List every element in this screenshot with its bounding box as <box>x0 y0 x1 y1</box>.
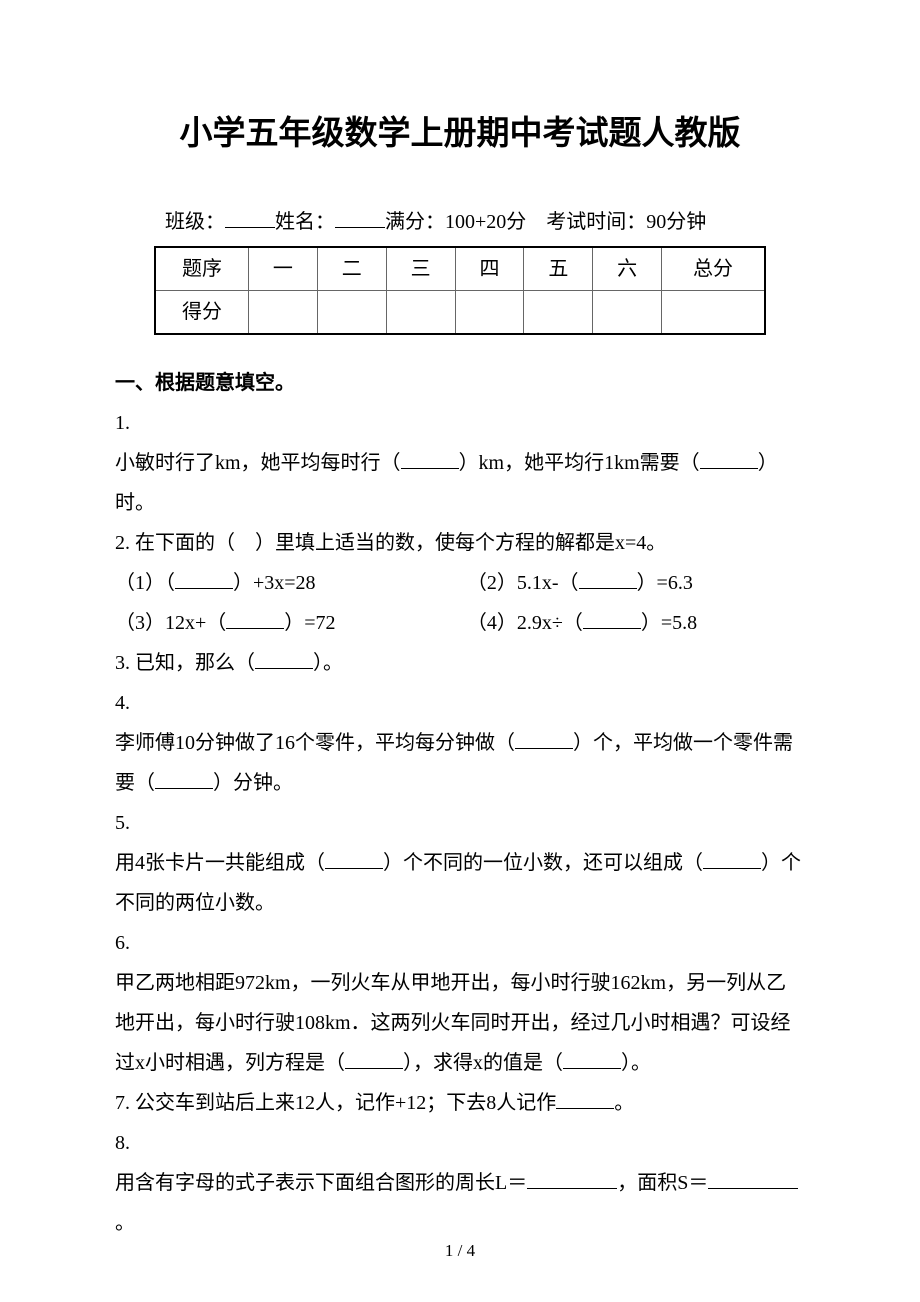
document-title: 小学五年级数学上册期中考试题人教版 <box>115 100 805 166</box>
q1-blank-2[interactable] <box>700 468 758 469</box>
table-row-score: 得分 <box>155 291 765 335</box>
score-cell-6[interactable] <box>593 291 662 335</box>
question-5-number: 5. <box>115 803 805 843</box>
header-cell-label: 题序 <box>155 247 248 291</box>
question-8: 用含有字母的式子表示下面组合图形的周长L＝ ，面积S＝ 。 <box>115 1163 805 1243</box>
q7b: 。 <box>614 1092 634 1114</box>
q8c: 。 <box>115 1212 135 1234</box>
header-cell-3: 三 <box>386 247 455 291</box>
section-1-heading: 一、根据题意填空。 <box>115 363 805 403</box>
q4-blank-2[interactable] <box>155 788 213 789</box>
q2-4a: （4）2.9x÷（ <box>467 612 583 634</box>
q2-sub1: （1）（ ）+3x=28 <box>115 563 467 603</box>
header-cell-6: 六 <box>593 247 662 291</box>
fullmarks-value: 100+20分 <box>445 211 526 233</box>
duration-value: 90分钟 <box>646 211 706 233</box>
q8a: 用含有字母的式子表示下面组合图形的周长L＝ <box>115 1172 527 1194</box>
score-cell-2[interactable] <box>317 291 386 335</box>
class-label: 班级： <box>165 211 225 233</box>
q2-sub4: （4）2.9x÷（ ）=5.8 <box>467 603 805 643</box>
q2-3b: ）=72 <box>284 612 335 634</box>
q2-2-blank[interactable] <box>579 588 637 589</box>
q4a: 李师傅10分钟做了16个零件，平均每分钟做（ <box>115 732 515 754</box>
score-cell-3[interactable] <box>386 291 455 335</box>
q5b: ）个不同的一位小数，还可以组成（ <box>383 852 703 874</box>
score-cell-5[interactable] <box>524 291 593 335</box>
q2-2a: （2）5.1x-（ <box>467 572 579 594</box>
question-6: 甲乙两地相距972km，一列火车从甲地开出，每小时行驶162km，另一列从乙地开… <box>115 963 805 1083</box>
question-2-row-2: （3）12x+（ ）=72 （4）2.9x÷（ ）=5.8 <box>115 603 805 643</box>
q2-1a: （1）（ <box>115 572 175 594</box>
q1-text-b: ）km，她平均行1km需要（ <box>459 452 700 474</box>
question-1-number: 1. <box>115 403 805 443</box>
question-4-number: 4. <box>115 683 805 723</box>
header-cell-2: 二 <box>317 247 386 291</box>
score-cell-4[interactable] <box>455 291 524 335</box>
question-7: 7. 公交车到站后上来12人，记作+12；下去8人记作 。 <box>115 1083 805 1123</box>
q3-blank[interactable] <box>255 668 313 669</box>
header-cell-4: 四 <box>455 247 524 291</box>
q2-3a: （3）12x+（ <box>115 612 226 634</box>
score-cell-label: 得分 <box>155 291 248 335</box>
q2-3-blank[interactable] <box>226 628 284 629</box>
q1-text-a: 小敏时行了km，她平均每时行（ <box>115 452 401 474</box>
name-blank[interactable] <box>335 207 385 228</box>
q3b: ）。 <box>313 652 343 674</box>
q2-4-blank[interactable] <box>583 628 641 629</box>
q5-blank-2[interactable] <box>703 868 761 869</box>
q4c: ）分钟。 <box>213 772 293 794</box>
q2-sub3: （3）12x+（ ）=72 <box>115 603 467 643</box>
question-5: 用4张卡片一共能组成（）个不同的一位小数，还可以组成（）个不同的两位小数。 <box>115 843 805 923</box>
fullmarks-label: 满分： <box>385 211 445 233</box>
question-2-row-1: （1）（ ）+3x=28 （2）5.1x-（ ）=6.3 <box>115 563 805 603</box>
exam-info-line: 班级： 姓名： 满分：100+20分 考试时间：90分钟 <box>115 202 805 242</box>
table-row-header: 题序 一 二 三 四 五 六 总分 <box>155 247 765 291</box>
score-cell-total[interactable] <box>662 291 765 335</box>
class-blank[interactable] <box>225 207 275 228</box>
q2-4b: ）=5.8 <box>641 612 697 634</box>
name-label: 姓名： <box>275 211 335 233</box>
q5-blank-1[interactable] <box>325 868 383 869</box>
header-cell-total: 总分 <box>662 247 765 291</box>
q7a: 7. 公交车到站后上来12人，记作+12；下去8人记作 <box>115 1092 556 1114</box>
q6-blank-2[interactable] <box>563 1068 621 1069</box>
q7-blank[interactable] <box>556 1108 614 1109</box>
q3a: 3. 已知，那么（ <box>115 652 255 674</box>
q8-blank-2[interactable] <box>708 1188 798 1189</box>
question-3: 3. 已知，那么（ ）。 <box>115 643 805 683</box>
header-cell-1: 一 <box>248 247 317 291</box>
q2-1-blank[interactable] <box>175 588 233 589</box>
duration-label: 考试时间： <box>546 211 646 233</box>
q6c: ）。 <box>621 1052 651 1074</box>
question-2: 2. 在下面的（ ）里填上适当的数，使每个方程的解都是x=4。 <box>115 523 805 563</box>
score-table: 题序 一 二 三 四 五 六 总分 得分 <box>154 246 766 335</box>
q6b: ），求得x的值是（ <box>403 1052 563 1074</box>
question-6-number: 6. <box>115 923 805 963</box>
score-cell-1[interactable] <box>248 291 317 335</box>
question-4: 李师傅10分钟做了16个零件，平均每分钟做（）个，平均做一个零件需要（）分钟。 <box>115 723 805 803</box>
question-1: 小敏时行了km，她平均每时行（）km，她平均行1km需要（）时。 <box>115 443 805 523</box>
q4-blank-1[interactable] <box>515 748 573 749</box>
q8b: ，面积S＝ <box>617 1172 708 1194</box>
page-number: 1 / 4 <box>0 1234 920 1268</box>
q5a: 用4张卡片一共能组成（ <box>115 852 325 874</box>
q2-sub2: （2）5.1x-（ ）=6.3 <box>467 563 805 603</box>
q1-blank-1[interactable] <box>401 468 459 469</box>
question-8-number: 8. <box>115 1123 805 1163</box>
q6-blank-1[interactable] <box>345 1068 403 1069</box>
header-cell-5: 五 <box>524 247 593 291</box>
q2-1b: ）+3x=28 <box>233 572 316 594</box>
q8-blank-1[interactable] <box>527 1188 617 1189</box>
q2-2b: ）=6.3 <box>637 572 693 594</box>
